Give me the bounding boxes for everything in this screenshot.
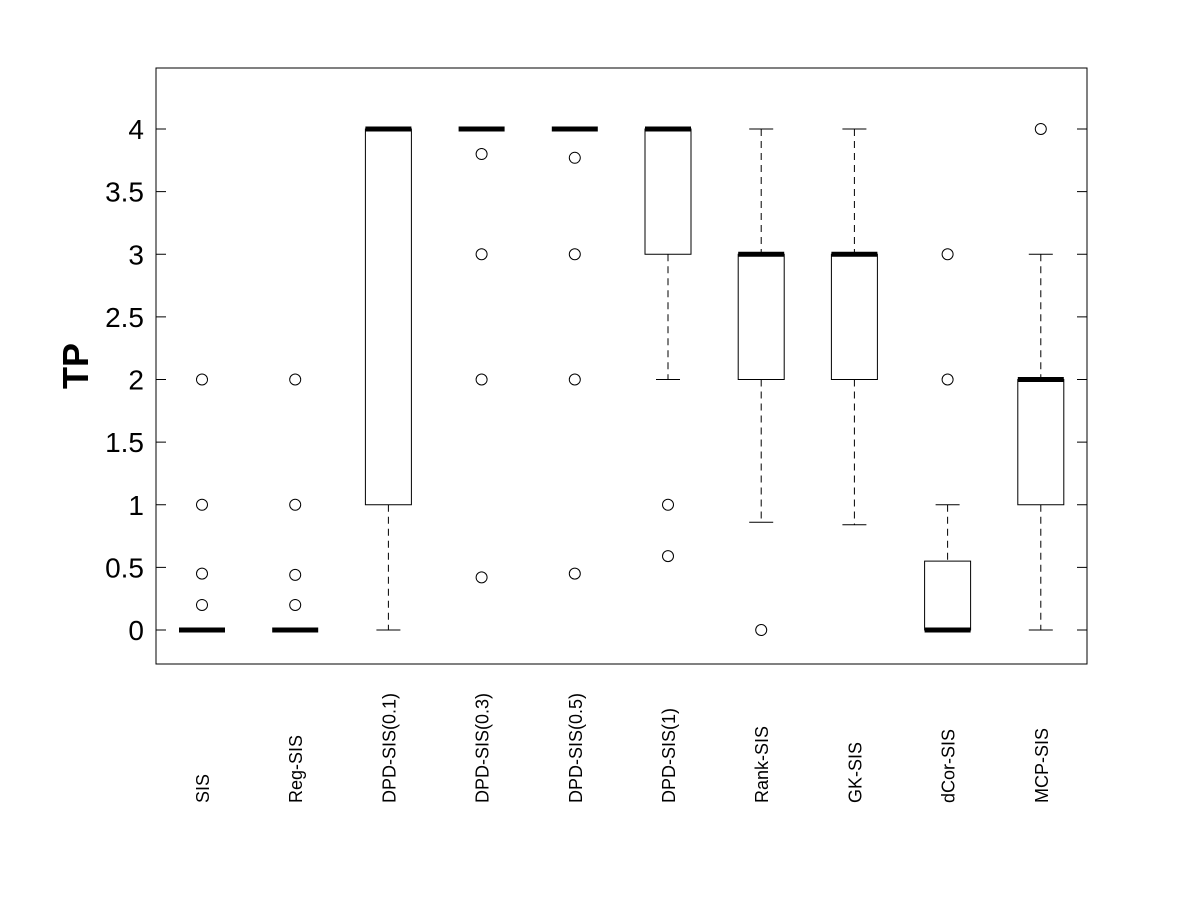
outlier-point [196, 567, 208, 580]
outlier-point [568, 567, 581, 580]
iqr-box [364, 128, 412, 506]
ytick-label: 0 [128, 615, 144, 646]
box-DPD-SIS(0.3) [458, 126, 505, 584]
iqr-box [1017, 379, 1065, 506]
ytick-label: 3 [128, 239, 144, 270]
ytick-label: 4 [128, 114, 144, 145]
iqr-box [924, 560, 972, 631]
iqr-box [644, 128, 692, 255]
outlier-point [662, 498, 674, 511]
outlier-point [941, 373, 954, 386]
box-MCP-SIS [1017, 123, 1065, 631]
box-DPD-SIS(1) [644, 126, 692, 563]
ytick-label: 1.5 [105, 427, 144, 458]
outlier-point [289, 568, 302, 581]
outlier-point [568, 373, 581, 386]
outlier-point [196, 598, 208, 611]
outlier-point [941, 248, 954, 261]
iqr-box [737, 253, 785, 380]
outlier-point [475, 248, 488, 261]
ytick-label: 2 [128, 365, 144, 396]
outlier-point [662, 550, 674, 563]
xtick-label: DPD-SIS(0.3) [473, 693, 493, 803]
outlier-point [755, 624, 768, 636]
outlier-point [289, 373, 302, 386]
outlier-point [568, 151, 581, 164]
xtick-label: SIS [193, 774, 213, 803]
y-axis-label: TP [55, 343, 96, 389]
outlier-point [1034, 123, 1047, 135]
xtick-label: DPD-SIS(0.1) [379, 693, 399, 803]
ytick-label: 3.5 [105, 177, 144, 208]
xtick-label: MCP-SIS [1032, 728, 1052, 803]
outlier-point [475, 373, 488, 386]
box-SIS [179, 373, 225, 633]
outlier-point [196, 373, 208, 386]
xtick-label: DPD-SIS(1) [659, 708, 679, 803]
x-axis: SIS Reg-SIS DPD-SIS(0.1) DPD-SIS(0.3) DPD-SI… [193, 693, 1052, 803]
xtick-label: Reg-SIS [286, 735, 306, 803]
box-DPD-SIS(0.5) [551, 126, 598, 580]
box-dCor-SIS [924, 248, 972, 633]
ytick-label: 1 [128, 490, 144, 521]
outlier-point [289, 598, 302, 611]
box-DPD-SIS(0.1) [364, 126, 412, 631]
ytick-label: 0.5 [105, 552, 144, 583]
outlier-point [568, 248, 581, 261]
box-GK-SIS [830, 128, 878, 526]
box-Rank-SIS [737, 128, 785, 636]
xtick-label: GK-SIS [845, 742, 865, 803]
outlier-point [196, 498, 208, 511]
outlier-point [475, 148, 488, 161]
xtick-label: DPD-SIS(0.5) [566, 693, 586, 803]
outlier-point [475, 571, 488, 584]
iqr-box [830, 253, 878, 380]
outlier-point [289, 498, 302, 511]
ytick-label: 2.5 [105, 302, 144, 333]
xtick-label: dCor-SIS [939, 729, 959, 803]
box-Reg-SIS [272, 373, 319, 633]
xtick-label: Rank-SIS [752, 726, 772, 803]
y-axis: 0 0.5 1 1.5 2 2.5 3 3.5 4 [105, 114, 1087, 646]
plot-area-frame [155, 67, 1088, 665]
boxes-group [179, 123, 1065, 636]
